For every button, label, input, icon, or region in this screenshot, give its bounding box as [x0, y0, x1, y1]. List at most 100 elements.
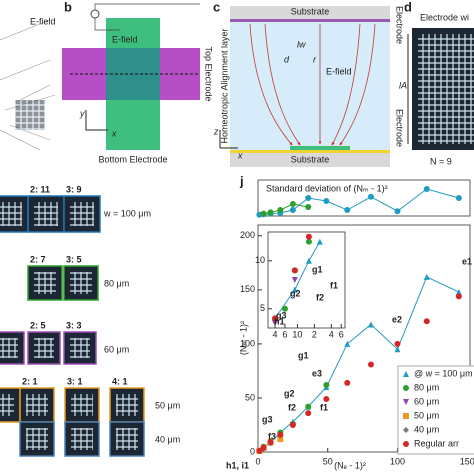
- series-line: [274, 241, 321, 319]
- y-tick-label: 150: [240, 284, 255, 294]
- legend-marker: [403, 413, 409, 419]
- image-label: 2: 11: [30, 184, 50, 194]
- data-point: [344, 379, 351, 386]
- annotation: g3: [276, 310, 287, 320]
- chart-title: Standard deviation of (Nₘ - 1)²: [266, 183, 388, 193]
- data-point: [277, 436, 284, 443]
- data-point: [305, 403, 312, 410]
- label: Substrate: [291, 6, 330, 16]
- legend-label: 40 μm: [414, 424, 439, 434]
- data-point: [305, 410, 312, 417]
- data-point: [291, 267, 298, 274]
- y-tick-label: 100: [240, 338, 255, 348]
- data-point: [305, 195, 312, 201]
- label: N = 9: [430, 156, 452, 166]
- micrograph: [27, 331, 61, 365]
- data-point: [323, 198, 330, 204]
- panel-c: [219, 6, 390, 167]
- panel-label: d: [404, 0, 412, 14]
- data-point: [267, 439, 274, 446]
- micrograph-pattern: [0, 202, 22, 226]
- micrograph-pattern: [26, 428, 48, 450]
- micrograph-pattern: [34, 338, 54, 358]
- image-label: 2: 5: [30, 320, 46, 330]
- x-tick-label: 150: [460, 456, 474, 466]
- micrograph-pattern: [34, 272, 56, 294]
- micrograph-pattern: [70, 338, 90, 358]
- width-label: 50 μm: [155, 400, 180, 410]
- annotation: f3: [268, 431, 276, 441]
- data-point: [423, 186, 430, 192]
- data-point: [256, 447, 263, 454]
- data-point: [394, 208, 401, 215]
- legend-label: 60 μm: [414, 396, 439, 406]
- legend-label: Regular arr: [414, 438, 459, 448]
- annotation: h1: [274, 316, 285, 326]
- data-point: [367, 321, 374, 328]
- label: lw: [297, 39, 306, 49]
- panel-label: c: [213, 0, 220, 14]
- y-tick-label: 200: [240, 230, 255, 240]
- annotation: g1: [298, 350, 309, 360]
- x-tick-label: 10: [292, 329, 302, 339]
- data-point: [455, 195, 462, 201]
- micrograph-pattern: [71, 428, 93, 450]
- micrograph-pattern: [71, 394, 93, 416]
- annotation: e2: [392, 314, 402, 324]
- width-label: 80 μm: [104, 278, 129, 288]
- image-label: 2: 7: [30, 254, 46, 264]
- micrograph-pattern: [0, 394, 14, 416]
- label: E-field: [326, 66, 352, 76]
- label: y: [79, 108, 85, 118]
- data-point: [260, 210, 267, 217]
- data-point: [291, 286, 298, 293]
- image-label: 2: 1: [22, 376, 38, 386]
- image-label: 3: 5: [66, 254, 82, 264]
- image-label: 3: 1: [67, 410, 83, 420]
- x-tick-label: 50: [323, 456, 333, 466]
- label: r: [313, 54, 317, 64]
- micrographs: [0, 195, 145, 457]
- image-label: 3: 1: [67, 376, 83, 386]
- annotation: g2: [284, 388, 295, 398]
- data-point: [455, 293, 462, 300]
- label: Bottom Electrode: [98, 154, 167, 164]
- y-tick-label: 10: [255, 255, 265, 265]
- legend-box: [397, 365, 474, 455]
- annotation: h1, i1: [226, 460, 249, 470]
- panel-a: [0, 19, 56, 151]
- data-point: [305, 257, 312, 264]
- data-point: [394, 346, 401, 353]
- micrograph-pattern: [116, 428, 138, 450]
- data-point: [344, 207, 351, 213]
- y-tick-label: 50: [245, 392, 255, 402]
- label: Homeotropic Alignment layer: [219, 28, 229, 143]
- plot-frame: [267, 231, 346, 329]
- data-point: [323, 396, 330, 403]
- data-point: [316, 238, 323, 245]
- data-point: [277, 431, 284, 438]
- data-point: [305, 238, 312, 245]
- label: x: [237, 150, 243, 160]
- y-tick-label: 5: [260, 303, 265, 313]
- legend-label: 50 μm: [414, 410, 439, 420]
- data-point: [289, 207, 296, 213]
- annotation: g1: [312, 264, 323, 274]
- x-tick-label: 0: [255, 456, 260, 466]
- label: Electrode: [395, 109, 405, 147]
- label: E-field: [112, 34, 138, 44]
- data-point: [260, 444, 267, 451]
- panel-b: [62, 3, 200, 150]
- data-point: [289, 421, 296, 428]
- micrograph-pattern: [0, 338, 18, 358]
- data-point: [305, 233, 312, 240]
- data-point: [272, 315, 279, 322]
- data-point: [305, 204, 312, 210]
- annotation: f1: [330, 280, 338, 290]
- micrograph-pattern: [34, 202, 58, 226]
- x-tick-label: 4: [329, 329, 334, 339]
- y-tick-label: 0: [250, 446, 255, 456]
- x-tick-label: 100: [390, 456, 405, 466]
- data-point: [423, 318, 430, 325]
- panel-label: j: [239, 173, 244, 188]
